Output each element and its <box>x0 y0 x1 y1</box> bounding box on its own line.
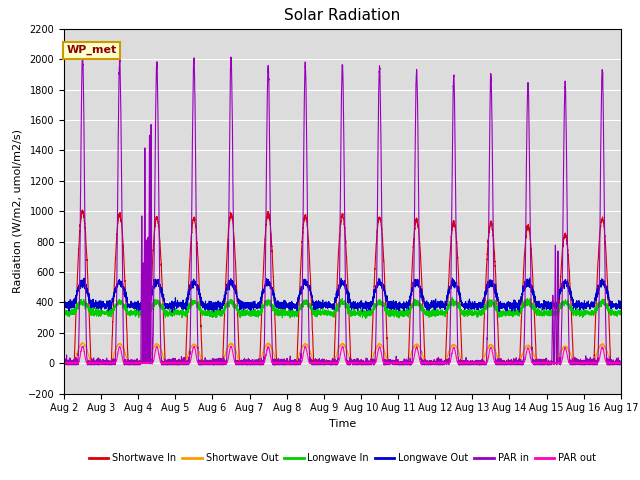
Y-axis label: Radiation (W/m2, umol/m2/s): Radiation (W/m2, umol/m2/s) <box>12 129 22 293</box>
Text: WP_met: WP_met <box>67 45 117 56</box>
X-axis label: Time: Time <box>329 419 356 429</box>
Title: Solar Radiation: Solar Radiation <box>284 9 401 24</box>
Legend: Shortwave In, Shortwave Out, Longwave In, Longwave Out, PAR in, PAR out: Shortwave In, Shortwave Out, Longwave In… <box>85 450 600 468</box>
